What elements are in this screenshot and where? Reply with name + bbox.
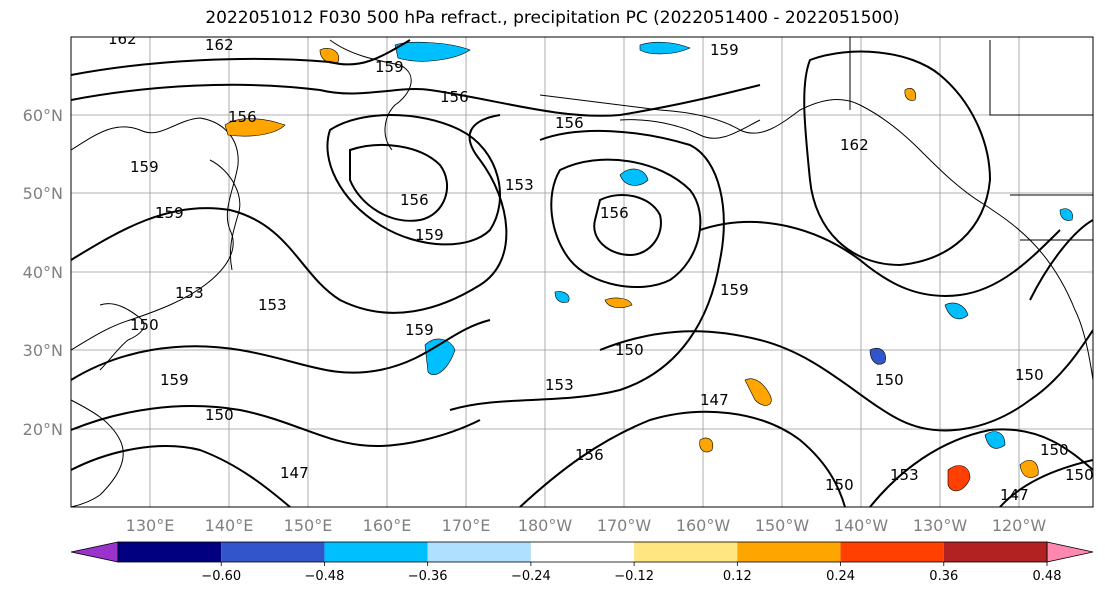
contour-label: 153: [258, 296, 287, 314]
contour-label: 153: [890, 466, 919, 484]
colorbar-segment: [427, 542, 531, 562]
contour-label: 159: [415, 226, 444, 244]
colorbar: −0.60 −0.48 −0.36 −0.24 −0.12 0.12 0.24 0.36 0.4…: [70, 541, 1094, 584]
contour-label: 156: [440, 88, 469, 106]
colorbar-tick-label: 0.36: [929, 569, 958, 584]
colorbar-extend-low: [70, 541, 119, 563]
colorbar-segment: [118, 542, 222, 562]
precipitation-shading: [224, 41, 1073, 492]
contour-label: 153: [175, 284, 204, 302]
longitude-label: 180°W: [518, 516, 573, 535]
longitude-label: 140°E: [205, 516, 254, 535]
longitude-label: 160°W: [676, 516, 731, 535]
colorbar-segment: [737, 542, 841, 562]
longitude-label: 130°E: [126, 516, 175, 535]
contour-label: 150: [130, 316, 159, 334]
colorbar-segment: [634, 542, 738, 562]
contour-label: 150: [825, 476, 854, 494]
contour-label: 159: [710, 41, 739, 59]
contour-label: 156: [400, 191, 429, 209]
map-frame: [70, 36, 1094, 508]
contour-label: 159: [155, 204, 184, 222]
contour-label: 156: [228, 108, 257, 126]
colorbar-tick-label: 0.48: [1033, 569, 1062, 584]
latitude-label: 60°N: [23, 106, 63, 125]
contour-label: 150: [875, 371, 904, 389]
longitude-label: 140°W: [834, 516, 889, 535]
longitude-label: 170°E: [442, 516, 491, 535]
contour-label: 156: [575, 446, 604, 464]
contour-label: 159: [160, 371, 189, 389]
contour-label: 150: [615, 341, 644, 359]
colorbar-tick-label: 0.24: [826, 569, 855, 584]
contour-label: 150: [1065, 466, 1094, 484]
colorbar-segment: [221, 542, 325, 562]
colorbar-tick-label: 0.12: [723, 569, 752, 584]
contour-label: 159: [720, 281, 749, 299]
contour-label: 153: [505, 176, 534, 194]
contour-label: 147: [1000, 486, 1029, 504]
latitude-label: 50°N: [23, 184, 63, 203]
latitude-axis: 60°N 50°N 40°N 30°N 20°N: [23, 106, 63, 439]
longitude-label: 170°W: [597, 516, 652, 535]
contour-label: 150: [1015, 366, 1044, 384]
longitude-axis: 130°E 140°E 150°E 160°E 170°E 180°W 170°W 160°W…: [126, 516, 1047, 535]
colorbar-tick-label: −0.12: [614, 569, 654, 584]
longitude-label: 150°W: [755, 516, 810, 535]
colorbar-tick-label: −0.24: [511, 569, 551, 584]
colorbar-segment: [840, 542, 944, 562]
colorbar-segment: [324, 542, 428, 562]
coastlines: [71, 37, 1093, 507]
contour-label: 159: [405, 321, 434, 339]
longitude-label: 150°E: [284, 516, 333, 535]
contour-label: 147: [700, 391, 729, 409]
contour-label: 159: [375, 58, 404, 76]
contour-label: 150: [205, 406, 234, 424]
colorbar-tick-label: −0.60: [201, 569, 241, 584]
colorbar-segment: [943, 542, 1047, 562]
latitude-label: 20°N: [23, 420, 63, 439]
contour-label: 147: [280, 464, 309, 482]
colorbar-segment: [530, 542, 635, 562]
refractivity-contours: [71, 39, 1093, 507]
colorbar-tick-label: −0.36: [408, 569, 448, 584]
colorbar-outline: [117, 541, 1048, 563]
contour-label: 153: [545, 376, 574, 394]
contour-label: 156: [600, 204, 629, 222]
contour-label: 162: [108, 30, 137, 48]
contour-label: 159: [130, 158, 159, 176]
longitude-label: 160°E: [363, 516, 412, 535]
colorbar-extend-high: [1046, 541, 1094, 563]
contour-label: 162: [205, 36, 234, 54]
contour-label: 156: [555, 114, 584, 132]
map-title: 2022051012 F030 500 hPa refract., precip…: [205, 8, 900, 28]
latitude-label: 40°N: [23, 263, 63, 282]
longitude-label: 120°W: [992, 516, 1047, 535]
contour-label: 150: [1040, 441, 1069, 459]
colorbar-tick-label: −0.48: [305, 569, 345, 584]
latitude-label: 30°N: [23, 341, 63, 360]
contour-labels: 162 162 159 156 156 153 156 159 159 159 …: [108, 30, 1094, 504]
longitude-label: 130°W: [913, 516, 968, 535]
contour-label: 162: [840, 136, 869, 154]
